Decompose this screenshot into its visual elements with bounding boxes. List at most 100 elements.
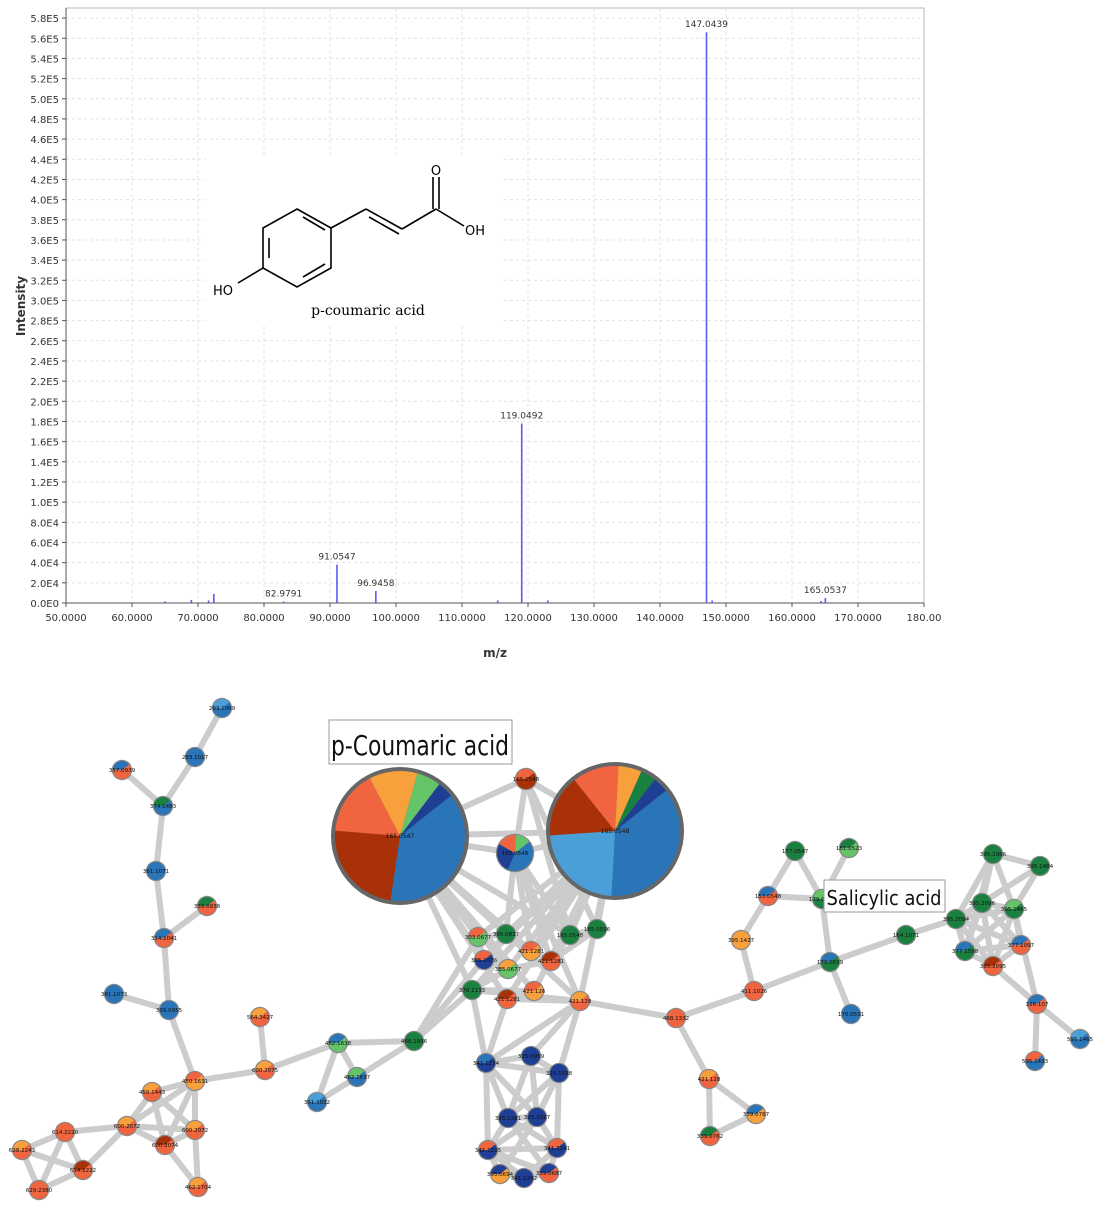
network-node[interactable]: 395.1465 — [1001, 898, 1028, 920]
network-node[interactable]: 421.126 — [523, 980, 546, 1002]
network-node[interactable]: 385.0677 — [495, 958, 522, 980]
node-slice — [186, 1120, 203, 1130]
network-node[interactable]: 181.0523 — [836, 837, 863, 859]
node-slice — [528, 1108, 546, 1126]
network-node[interactable]: 421.128 — [569, 990, 592, 1012]
network-node[interactable]: 421.1281 — [538, 950, 564, 972]
network-node[interactable]: 165.0548 — [546, 762, 684, 900]
network-node[interactable]: 395.1484 — [1027, 855, 1054, 877]
node-label: 339.0787 — [743, 1112, 770, 1118]
network-node[interactable]: 361.1073 — [101, 983, 128, 1005]
network-node[interactable]: 595.1465 — [1067, 1028, 1094, 1050]
network-node[interactable]: 309.0955 — [156, 999, 183, 1021]
network-node[interactable]: 395.2095 — [980, 955, 1007, 977]
node-slice — [1012, 936, 1029, 945]
network-node[interactable]: 395.0694 — [487, 1163, 514, 1185]
network-node[interactable]: 378.1133 — [459, 979, 486, 1001]
network-node[interactable]: 600.2072 — [114, 1115, 140, 1137]
network-node[interactable]: 165.0547 — [331, 767, 469, 905]
y-tick-label: 1.6E5 — [30, 438, 59, 449]
network-node[interactable]: 339.0787 — [743, 1103, 770, 1125]
network-node[interactable]: 614.2222 — [70, 1159, 96, 1181]
network-node[interactable]: 283.1069 — [209, 697, 236, 719]
network-node[interactable]: 482.1637 — [344, 1066, 371, 1088]
y-tick-label: 5.4E5 — [30, 54, 59, 65]
network-node[interactable]: 177.0547 — [782, 840, 809, 862]
network-edge — [819, 896, 833, 965]
network-edge — [554, 1070, 562, 1151]
y-tick-label: 2.6E5 — [30, 337, 59, 348]
network-node[interactable]: 595.1433 — [1022, 1050, 1049, 1072]
node-label: 165.0596 — [584, 927, 611, 933]
network-node[interactable]: 600.2072 — [182, 1119, 208, 1141]
node-slice — [118, 1117, 135, 1126]
network-node[interactable]: 600.2075 — [252, 1059, 279, 1081]
network-node[interactable]: 468.1936 — [401, 1030, 428, 1052]
network-node[interactable]: 361.1071 — [143, 860, 169, 882]
network-node[interactable]: 325.0959 — [518, 1045, 545, 1067]
network-node[interactable]: 421.1281 — [518, 940, 544, 962]
network-node[interactable]: 395.1427 — [728, 929, 755, 951]
network-node[interactable]: 339.0938 — [194, 895, 221, 917]
network-node[interactable]: 165.0548 — [513, 767, 540, 791]
network-node[interactable]: 462.1638 — [325, 1032, 352, 1054]
network-node[interactable]: 564.3427 — [247, 1006, 274, 1028]
network-node[interactable]: 395.2094 — [943, 908, 970, 930]
node-label: 165.0548 — [502, 851, 529, 857]
network-node[interactable]: 628.2243 — [9, 1139, 36, 1161]
network-node[interactable]: 377.1598 — [952, 940, 979, 962]
network-node[interactable]: 450.1443 — [139, 1081, 166, 1103]
network-node[interactable]: 339.0687 — [536, 1162, 563, 1184]
network-node[interactable]: 339.0762 — [697, 1125, 723, 1147]
y-tick-label: 8.0E4 — [30, 518, 59, 529]
network-node[interactable]: 361.1022 — [304, 1091, 330, 1113]
network-node[interactable]: 170.0531 — [838, 1003, 864, 1025]
network-node[interactable]: 450.1631 — [182, 1070, 208, 1092]
network-node[interactable]: 341.1241 — [544, 1137, 570, 1159]
network-node[interactable]: 614.2220 — [52, 1121, 79, 1143]
network-node[interactable]: 326.107 — [1026, 993, 1049, 1015]
network-node[interactable]: 629.2380 — [26, 1179, 53, 1201]
node-slice — [256, 1064, 274, 1079]
network-node[interactable]: 395.2066 — [980, 843, 1007, 865]
node-slice — [113, 761, 130, 770]
y-tick-label: 3.2E5 — [30, 276, 59, 287]
node-label: 421.1281 — [518, 949, 544, 955]
network-node[interactable]: 153.0548 — [755, 885, 782, 907]
network-node[interactable]: 303.0677 — [465, 926, 492, 948]
network-node[interactable]: 341.1242 — [511, 1167, 537, 1189]
network-node[interactable]: 325.1028 — [546, 1062, 573, 1084]
network-node[interactable]: 179.0539 — [817, 951, 844, 973]
node-slice — [499, 835, 517, 853]
node-slice — [747, 1105, 764, 1114]
network-node[interactable]: 411.1026 — [741, 980, 768, 1002]
network-node[interactable]: 421.1281 — [494, 988, 520, 1010]
network-node[interactable]: 283.1017 — [182, 746, 209, 768]
network-node[interactable]: 165.0596 — [584, 918, 611, 940]
network-edge — [485, 1145, 560, 1153]
network-node[interactable]: 305.0827 — [493, 923, 520, 945]
network-node[interactable]: 341.1234 — [473, 1052, 500, 1074]
network-node[interactable]: 165.0548 — [557, 924, 584, 946]
node-label: 450.1631 — [182, 1079, 208, 1085]
network-node[interactable]: 468.1332 — [663, 1007, 689, 1029]
network-node[interactable]: 395.2096 — [969, 892, 996, 914]
network-node[interactable]: 357.0939 — [109, 759, 136, 781]
network-node[interactable]: 325.1027 — [524, 1106, 551, 1128]
network-node[interactable]: 314.1041 — [151, 927, 177, 949]
network-node[interactable]: 385.1076 — [471, 949, 498, 971]
network-edge — [124, 1123, 198, 1133]
network-node[interactable]: 164.1071 — [893, 924, 919, 946]
network-node[interactable]: 165.0548 — [495, 833, 535, 873]
network-node[interactable]: 421.128 — [698, 1068, 721, 1090]
network-node[interactable]: 462.1704 — [185, 1176, 212, 1198]
network-node[interactable]: 325.1381 — [495, 1107, 521, 1129]
network-node[interactable]: 600.2074 — [152, 1134, 179, 1156]
network-node[interactable]: 377.1097 — [1008, 934, 1035, 956]
network-edge — [411, 934, 481, 1044]
network-node[interactable]: 341.1235 — [475, 1139, 502, 1161]
node-slice — [1012, 939, 1030, 955]
network-node[interactable]: 374.1483 — [150, 795, 177, 817]
atom-label-o: O — [431, 164, 441, 179]
bond — [365, 208, 403, 230]
